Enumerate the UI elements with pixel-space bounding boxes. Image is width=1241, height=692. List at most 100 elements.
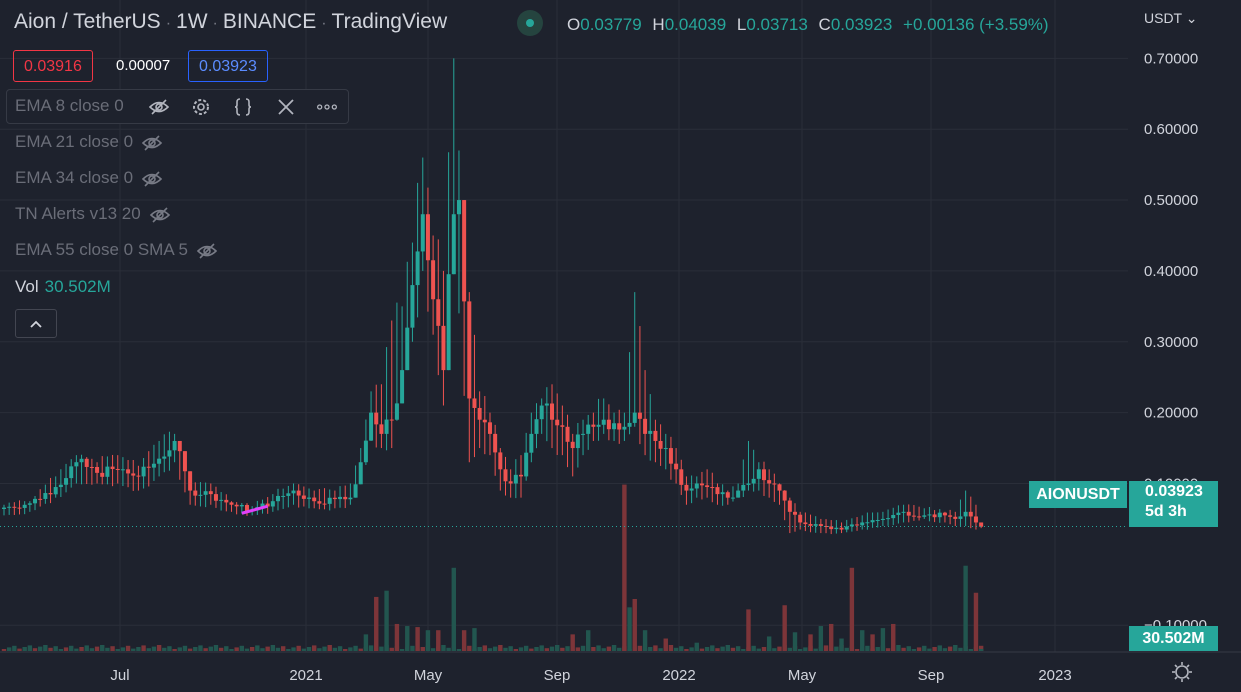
x-tick-label: May: [788, 667, 817, 684]
volume-bar: [741, 649, 746, 651]
volume-bar: [492, 646, 498, 651]
volume-bar: [554, 645, 560, 651]
currency-selector[interactable]: USDT ⌄: [1144, 10, 1198, 26]
bar-countdown: 5d 3h: [1145, 503, 1187, 520]
candle: [591, 412, 596, 441]
candle: [689, 475, 694, 504]
volume-bar: [699, 648, 705, 651]
volume-bar: [601, 648, 606, 651]
candle: [229, 501, 234, 512]
close-icon[interactable]: [275, 96, 297, 118]
volume-bar: [591, 647, 596, 651]
volume-bar: [875, 647, 880, 651]
candle: [167, 431, 172, 471]
volume-bar: [503, 647, 508, 651]
candle: [12, 502, 17, 515]
candle: [369, 391, 374, 441]
grid: [0, 0, 1128, 652]
candle: [244, 503, 249, 516]
eye-off-icon[interactable]: [148, 96, 170, 118]
volume-bar: [32, 648, 38, 651]
volume-bar: [115, 649, 120, 651]
candle: [151, 444, 156, 481]
candle: [586, 414, 591, 450]
candle: [694, 476, 699, 498]
buy-button[interactable]: 0.03923: [188, 50, 268, 82]
eye-off-icon[interactable]: [141, 134, 163, 151]
candle: [581, 419, 586, 456]
interval-label[interactable]: 1W: [176, 10, 208, 33]
candle: [911, 505, 916, 521]
indicator-ema-34[interactable]: EMA 34 close 0: [15, 168, 163, 188]
volume-bar: [942, 648, 948, 651]
volume-bar: [932, 647, 937, 651]
volume-bar: [735, 646, 741, 651]
volume-bar: [797, 649, 803, 651]
volume-bar: [766, 636, 772, 651]
candle: [327, 489, 332, 511]
candle: [7, 502, 12, 515]
candle: [472, 334, 477, 458]
volume-bar: [870, 634, 875, 651]
candle: [498, 448, 503, 491]
volume-bar: [906, 646, 911, 651]
gear-icon[interactable]: [190, 96, 212, 118]
indicator-ema-8[interactable]: EMA 8 close 0: [15, 96, 124, 115]
y-tick-label: 0.20000: [1144, 405, 1198, 422]
candle: [182, 451, 187, 493]
time-axis[interactable]: Jul 2021 May Sep 2022 May Sep 2023: [0, 651, 1241, 684]
braces-icon[interactable]: [232, 96, 254, 118]
volume-bar: [198, 645, 203, 651]
candle: [136, 465, 141, 491]
candle: [27, 501, 32, 512]
indicator-ema-55[interactable]: EMA 55 close 0 SMA 5: [15, 240, 218, 260]
collapse-legend-button[interactable]: [15, 309, 57, 338]
volume-bar: [322, 646, 327, 651]
indicator-ema-21[interactable]: EMA 21 close 0: [15, 132, 163, 152]
high-value: 0.04039: [664, 15, 727, 34]
volume-bar: [978, 648, 984, 651]
price-axis[interactable]: 0.70000 0.60000 0.50000 0.40000 0.30000 0.200…: [1144, 50, 1207, 634]
volume-bar: [399, 649, 405, 651]
eye-off-icon[interactable]: [149, 206, 171, 223]
candle: [829, 520, 834, 535]
x-tick-label: 2022: [662, 667, 695, 684]
symbol-header[interactable]: Aion / TetherUS · 1W · BINANCE · TradingView: [14, 10, 448, 33]
candle: [193, 482, 198, 506]
volume-bar: [963, 565, 968, 651]
gear-icon[interactable]: [1171, 661, 1193, 683]
candle: [79, 454, 84, 485]
y-tick-label: 0.70000: [1144, 50, 1198, 67]
indicator-tn-alerts[interactable]: TN Alerts v13 20: [15, 204, 171, 224]
candle: [58, 469, 63, 497]
candle: [348, 483, 353, 505]
candle: [534, 403, 539, 449]
volume-bar: [229, 649, 234, 651]
candle: [570, 433, 575, 477]
candle: [394, 302, 399, 421]
volume-bar: [580, 645, 586, 651]
spread-value: 0.00007: [116, 57, 171, 74]
more-icon[interactable]: [316, 96, 338, 118]
market-status-icon[interactable]: [517, 10, 543, 36]
volume-bar: [642, 630, 648, 651]
eye-off-icon[interactable]: [196, 242, 218, 259]
volume-bar: [291, 647, 296, 651]
volume-legend[interactable]: Vol 30.502M: [15, 277, 111, 296]
volume-bar: [704, 647, 710, 651]
volume-bar: [978, 645, 984, 651]
candle: [612, 412, 617, 441]
sell-button[interactable]: 0.03916: [13, 50, 93, 82]
volume-bar: [69, 645, 74, 651]
candle: [224, 494, 229, 512]
volume-bar: [167, 646, 172, 651]
symbol-name[interactable]: Aion / TetherUS: [14, 10, 161, 33]
volume-bar: [12, 645, 17, 651]
candle: [379, 384, 384, 449]
volume-bar: [658, 648, 663, 651]
candle: [296, 484, 301, 508]
volume-bar: [896, 645, 901, 651]
eye-off-icon[interactable]: [141, 170, 163, 187]
candle: [767, 469, 772, 498]
